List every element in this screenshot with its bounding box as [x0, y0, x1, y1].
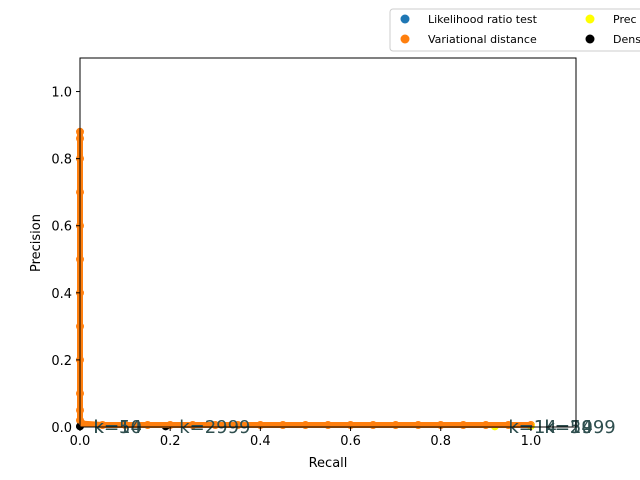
- x-tick-label: 0.6: [340, 434, 361, 449]
- legend-marker: [400, 14, 410, 24]
- y-axis-label: Precision: [29, 214, 44, 272]
- x-tick-label: 0.0: [70, 434, 91, 449]
- legend-box: [389, 8, 640, 52]
- legend-label: Dens: [613, 33, 640, 46]
- legend-marker: [585, 34, 595, 44]
- y-tick-label: 0.4: [51, 287, 72, 302]
- legend-marker: [585, 14, 595, 24]
- y-tick-label: 0.6: [51, 220, 72, 235]
- plot-background: [80, 58, 576, 427]
- legend-label: Likelihood ratio test: [428, 13, 538, 26]
- x-axis-ticks: 0.0 0.2 0.4 0.6 0.8 1.0: [70, 427, 542, 449]
- x-axis-label: Recall: [309, 456, 348, 471]
- plot-frame: [79, 57, 577, 428]
- y-tick-label: 0.8: [51, 153, 72, 168]
- variational-distance-segment: [79, 420, 106, 428]
- legend-marker: [400, 34, 410, 44]
- k-annotation: k=2999: [544, 417, 615, 438]
- x-tick-label: 1.0: [521, 434, 542, 449]
- legend-label: Variational distance: [428, 33, 537, 46]
- y-tick-label: 0.0: [51, 421, 72, 436]
- x-tick-label: 0.8: [430, 434, 451, 449]
- y-tick-label: 1.0: [51, 86, 72, 101]
- y-axis-ticks: 0.0 0.2 0.4 0.6 0.8 1.0: [51, 86, 80, 436]
- plot-area: k=1k=14k=50 k=2999 k=1k=14k=50k=2999k=1k=1…: [76, 57, 616, 438]
- legend-label: Prec: [613, 13, 637, 26]
- y-tick-label: 0.2: [51, 354, 72, 369]
- x-tick-label: 0.2: [160, 434, 181, 449]
- legend: Likelihood ratio test Variational distanc…: [389, 8, 640, 52]
- x-tick-label: 0.4: [250, 434, 271, 449]
